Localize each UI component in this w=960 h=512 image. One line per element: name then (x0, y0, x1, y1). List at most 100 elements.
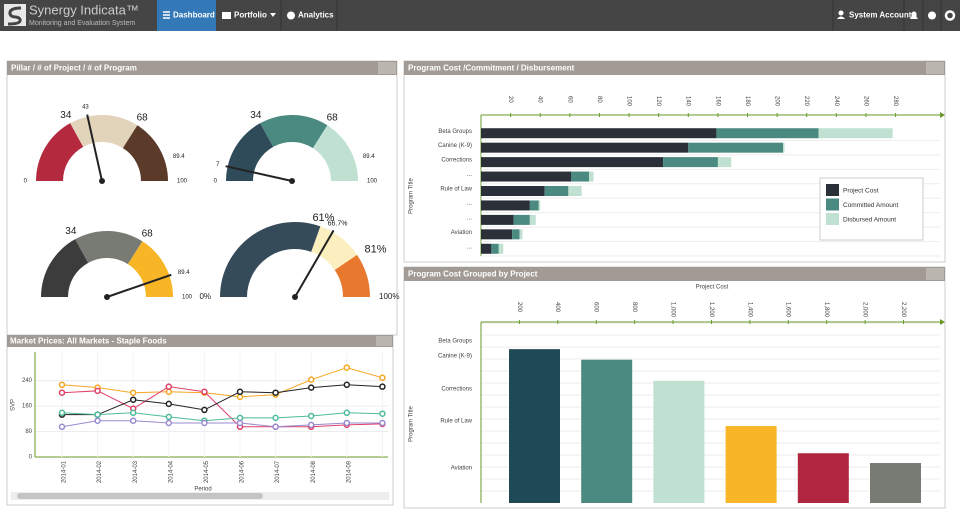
x-tick-label: 2014-09 (346, 460, 352, 483)
x-tick-label: 2014-05 (204, 460, 210, 483)
needle-label: 7 (216, 162, 220, 168)
icon-bell[interactable] (910, 11, 918, 20)
x-tick-label: 200 (516, 302, 522, 313)
x-tick-label: 40 (537, 96, 543, 103)
line-series (61, 386, 383, 428)
x-tick-label: 1,600 (785, 302, 791, 318)
line-series (61, 420, 383, 428)
y-tick-label: 80 (25, 429, 32, 435)
axis-arrow (940, 319, 945, 325)
line-point (343, 381, 351, 389)
y-tick-label: ... (467, 215, 472, 221)
legend-label: Project Cost (843, 188, 879, 195)
y-tick-label: ... (467, 201, 472, 207)
y-axis-title: Program Title (409, 178, 415, 214)
x-tick-label: 20 (507, 96, 513, 103)
gauge-band (260, 115, 328, 149)
line-point (129, 389, 137, 396)
gauge-needle (86, 114, 103, 182)
scrollbar-thumb[interactable] (17, 493, 263, 499)
needle-label: 43 (82, 104, 89, 110)
line-point (236, 393, 244, 401)
gauge-label: 89.4 (363, 154, 375, 160)
bar-segment (481, 200, 530, 211)
y-tick-label: Beta Groups (438, 339, 472, 345)
nav-item[interactable]: Dashboard (173, 11, 215, 20)
line-point (58, 409, 66, 417)
line-point (165, 383, 173, 390)
line-point (58, 389, 66, 396)
gauge-label: 100% (379, 292, 399, 301)
needle-label: 66.7% (328, 220, 348, 227)
panel-menu[interactable] (378, 62, 396, 74)
y-tick-label: Rule of Law (440, 419, 472, 425)
y-tick-label: 0 (29, 455, 33, 461)
y-tick-label: Canine (K-9) (438, 354, 472, 360)
line-point (307, 421, 315, 429)
panel-title: Pillar / # of Project / # of Program (11, 64, 137, 73)
line-point (272, 414, 279, 422)
y-tick-label: Aviation (451, 466, 472, 472)
gauge-needle (106, 273, 172, 298)
y-tick-label: Canine (K-9) (438, 143, 472, 149)
gauge-band (334, 254, 370, 297)
panel-menu[interactable] (376, 336, 392, 346)
bar-segment (688, 142, 784, 153)
line-point (201, 406, 208, 414)
line-point (58, 423, 66, 431)
x-tick-label: 260 (862, 96, 868, 107)
bar-segment (544, 186, 569, 196)
line-point (165, 419, 173, 427)
panel-menu[interactable] (926, 268, 944, 280)
bar-segment (481, 186, 545, 196)
account[interactable]: System Account (849, 11, 912, 20)
navbar (0, 0, 960, 31)
brand: Synergy Indicata™ (29, 2, 139, 17)
bar-segment (481, 229, 513, 240)
brand-subtitle: Monitoring and Evaluation System (29, 20, 135, 27)
y-tick-label: ... (467, 244, 472, 250)
x-tick-label: 220 (803, 96, 809, 107)
gauge-label: 81% (364, 244, 386, 256)
x-tick-label: 400 (554, 302, 560, 313)
panel-menu[interactable] (926, 62, 944, 74)
nav-item[interactable]: Analytics (298, 11, 334, 20)
nav-item[interactable]: Portfolio (234, 11, 267, 20)
line-point (343, 364, 351, 371)
line-point (165, 413, 173, 421)
line-point (343, 409, 351, 417)
line-point (379, 410, 386, 417)
line-point (94, 387, 101, 395)
line-series (61, 367, 383, 398)
line-point (94, 417, 101, 424)
gauge-band (36, 123, 84, 181)
gauge-band (127, 241, 173, 297)
line-point (236, 419, 244, 427)
x-tick-label: 1,800 (823, 302, 829, 318)
x-tick-label: 2,200 (900, 302, 906, 318)
icon-settings[interactable] (944, 10, 956, 21)
gauge-label: 89.4 (178, 270, 190, 276)
line-point (379, 374, 386, 382)
line-point (58, 381, 66, 389)
x-tick-label: 2014-07 (275, 460, 281, 483)
line-point (165, 400, 173, 408)
gauge-band (70, 114, 138, 149)
bar-segment (512, 229, 520, 240)
gauge-label: 34 (65, 226, 77, 237)
line-point (201, 388, 208, 396)
icon-help[interactable] (928, 11, 936, 20)
y-tick-label: Corrections (441, 387, 472, 393)
icon-briefcase (222, 12, 231, 19)
line-point (343, 419, 351, 427)
x-tick-label: 60 (566, 96, 572, 103)
line-point (236, 388, 244, 396)
bar (725, 426, 777, 503)
icon-user-body (837, 16, 845, 19)
line-point (129, 417, 137, 424)
gauge-label: 0% (199, 292, 211, 301)
needle-hub (292, 294, 298, 300)
bar (653, 380, 705, 503)
gauge-band (220, 221, 321, 297)
